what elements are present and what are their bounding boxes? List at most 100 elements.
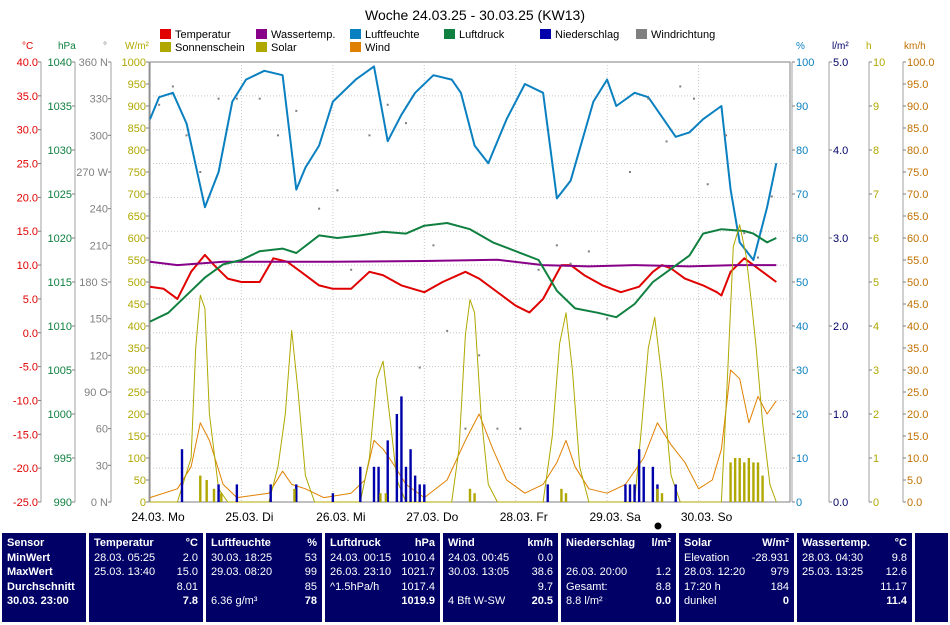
pressure-tick-label: 995 [54,453,72,465]
wind_dir-tick-label: 120 [90,350,108,362]
sunshine-tick-label: 3 [873,365,879,377]
series-line-solar [150,224,777,503]
point-wind_dir [679,85,682,88]
bar-precip [217,484,220,502]
point-wind_dir [217,97,220,100]
bar-sunshine [564,493,568,502]
x-tick-label: 28.03. Fr [500,510,548,524]
wind-tick-label: 25.0 [907,387,928,399]
solar-tick-label: 900 [128,101,146,113]
wind-tick-label: 80.0 [907,145,928,157]
bar-precip [404,466,408,502]
pressure-current: 1019.9 [401,595,435,607]
point-wind_dir [368,134,371,137]
precip-tick-label: 1.0 [833,409,848,421]
temp-header: Temperatur [94,537,154,549]
point-wind_dir [258,97,261,100]
humidity-tick-label: 50 [796,277,808,289]
bar-sunshine [738,458,741,502]
water-header: Wassertemp. [802,537,871,549]
panel-temperature: Temperatur °C 28.03. 05:25 2.0 25.03. 13:4… [89,533,203,622]
wind-tick-label: 50.0 [907,277,928,289]
solar-tick-label: 200 [128,409,146,421]
legend-swatch-water_temp [256,29,267,39]
solar-tick-label: 300 [128,365,146,377]
wind_dir-tick-label: 330 [90,94,108,106]
solar-tick-label: 400 [128,321,146,333]
panel-pressure: Luftdruck hPa 24.03. 00:15 1010.4 26.03. 2… [325,533,440,622]
bar-sunshine [756,462,760,502]
temp-avg: 8.01 [176,580,198,593]
point-wind_dir [496,427,499,430]
bar-precip [651,466,655,502]
weather-chart: Woche 24.03.25 - 30.03.25 (KW13) Tempera… [13,7,935,530]
panel-precipitation: Niederschlag l/m² 26.03. 20:00 1.2 Gesamt:… [561,533,676,622]
point-wind_dir [318,207,321,210]
precip-tick-label: 0.0 [833,497,848,509]
solar-elevation: -28.931 [751,551,789,564]
temperature-tick-label: -5.0 [19,362,38,374]
x-tick-label: 25.03. Di [225,510,273,524]
bar-sunshine [468,488,472,502]
sunshine-tick-label: 5 [873,277,879,289]
bar-sunshine [743,462,746,502]
solar-current: 0 [782,595,789,607]
durchschnitt-label: Durchschnitt [7,580,75,593]
bar-precip [413,475,417,502]
wind_dir-tick-label: 150 [90,314,108,326]
series-line-pressure [149,222,777,323]
legend-swatch-pressure [444,29,455,39]
temperature-tick-label: -15.0 [13,429,38,441]
panel-extra [915,533,948,622]
solar-sun-hours: 17:20 h [684,580,721,593]
bar-sunshine [560,488,563,502]
point-wind_dir [725,134,727,137]
legend-label-sunshine: Sonnenschein [175,42,245,54]
humidity-tick-label: 40 [796,321,808,333]
x-tick-label: 30.03. So [681,510,733,524]
solar-tick-label: 600 [128,233,146,245]
humidity-max: 99 [304,566,317,578]
solar-tick-label: 350 [128,343,146,355]
precip-header: Niederschlag [566,537,636,549]
pressure-tick-label: 1025 [48,189,72,201]
chart-axes: °C40.035.030.025.020.015.010.05.00.0-5.0… [13,41,935,509]
bar-sunshine [205,480,208,502]
bar-sunshine [384,493,388,502]
legend-label-humidity: Luftfeuchte [365,29,419,41]
x-tick-label: 29.03. Sa [589,510,641,524]
bar-precip [372,466,376,502]
sunshine-tick-label: 6 [873,233,879,245]
pressure-min-time: 24.03. 00:15 [330,551,392,564]
sunshine-tick-label: 0 [873,497,879,509]
temperature-tick-label: -10.0 [13,395,38,407]
panel-wind: Wind km/h 24.03. 00:45 0.0 30.03. 13:05 38.… [443,533,558,622]
point-wind_dir [350,268,353,271]
wind-tick-label: 95.0 [907,79,928,91]
point-wind_dir [569,262,572,265]
wind-beaufort: 4 Bft W-SW [448,595,506,607]
humidity-tick-label: 100 [796,57,814,69]
solar-tick-label: 850 [128,123,146,135]
maxwert-label: MaxWert [7,566,53,578]
legend-label-wind_dir: Windrichtung [651,29,715,41]
wind-avg: 9.7 [537,580,553,593]
pressure-trend: ^1.5hPa/h [330,580,380,593]
wind-tick-label: 20.0 [907,409,928,421]
bar-precip [546,484,549,502]
solar-tick-label: 650 [128,211,146,223]
water-min-time: 28.03. 04:30 [802,551,864,564]
pressure-avg: 1017.4 [401,580,435,593]
sunshine-tick-label: 4 [873,321,879,333]
precip-max-time: 26.03. 20:00 [566,566,628,578]
temperature-tick-label: 40.0 [17,57,38,69]
water-max-time: 25.03. 13:25 [802,566,864,578]
pressure-tick-label: 1010 [48,321,72,333]
point-wind_dir [706,183,709,186]
solar-avg: 184 [770,580,789,593]
point-wind_dir [446,329,449,332]
humidity-current: 78 [304,595,317,607]
sunshine-tick-label: 2 [873,409,879,421]
sunshine-tick-label: 7 [873,189,879,201]
wind-tick-label: 70.0 [907,189,928,201]
